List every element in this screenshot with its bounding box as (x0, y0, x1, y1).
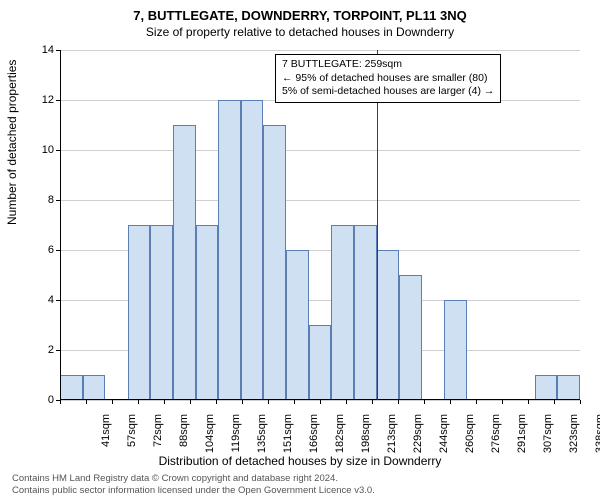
histogram-bar (196, 225, 219, 400)
y-axis-line (60, 50, 61, 400)
x-tick-mark (86, 400, 87, 404)
y-tick-mark (56, 350, 60, 351)
y-tick-mark (56, 150, 60, 151)
histogram-bar (557, 375, 580, 400)
y-tick-mark (56, 200, 60, 201)
x-tick-mark (164, 400, 165, 404)
x-tick-mark (554, 400, 555, 404)
x-tick-mark (268, 400, 269, 404)
y-tick-label: 14 (24, 44, 54, 56)
y-tick-mark (56, 300, 60, 301)
x-tick-mark (476, 400, 477, 404)
x-tick-mark (294, 400, 295, 404)
histogram-bar (263, 125, 286, 400)
x-tick-mark (138, 400, 139, 404)
histogram-bar (377, 250, 400, 400)
x-tick-mark (242, 400, 243, 404)
footer-attribution: Contains HM Land Registry data © Crown c… (12, 473, 588, 496)
x-tick-mark (424, 400, 425, 404)
histogram-bar (399, 275, 422, 400)
grid-line (60, 150, 580, 151)
chart-subtitle: Size of property relative to detached ho… (0, 25, 600, 39)
y-tick-label: 2 (24, 344, 54, 356)
x-tick-mark (320, 400, 321, 404)
histogram-bar (150, 225, 173, 400)
plot-area: 02468101214 41sqm57sqm72sqm88sqm104sqm11… (60, 50, 580, 400)
info-line-3: 5% of semi-detached houses are larger (4… (282, 85, 494, 99)
x-tick-mark (190, 400, 191, 404)
x-tick-mark (60, 400, 61, 404)
y-tick-label: 10 (24, 144, 54, 156)
info-line-1: 7 BUTTLEGATE: 259sqm (282, 58, 494, 72)
x-tick-mark (450, 400, 451, 404)
histogram-bar (286, 250, 309, 400)
y-tick-label: 12 (24, 94, 54, 106)
histogram-bar (354, 225, 377, 400)
y-tick-label: 4 (24, 294, 54, 306)
histogram-bar (218, 100, 241, 400)
histogram-bar (309, 325, 332, 400)
histogram-bar (173, 125, 196, 400)
y-tick-label: 0 (24, 394, 54, 406)
grid-line (60, 50, 580, 51)
x-tick-mark (580, 400, 581, 404)
x-tick-mark (346, 400, 347, 404)
footer-line-2: Contains public sector information licen… (12, 485, 588, 496)
footer-line-1: Contains HM Land Registry data © Crown c… (12, 473, 588, 484)
x-tick-mark (502, 400, 503, 404)
histogram-bar (83, 375, 106, 400)
histogram-bar (331, 225, 354, 400)
x-tick-mark (372, 400, 373, 404)
histogram-bar (444, 300, 467, 400)
histogram-bar (241, 100, 264, 400)
y-tick-label: 6 (24, 244, 54, 256)
grid-line (60, 200, 580, 201)
x-tick-mark (112, 400, 113, 404)
info-box: 7 BUTTLEGATE: 259sqm ← 95% of detached h… (275, 54, 501, 103)
x-axis-label: Distribution of detached houses by size … (0, 454, 600, 468)
y-tick-mark (56, 100, 60, 101)
chart-title: 7, BUTTLEGATE, DOWNDERRY, TORPOINT, PL11… (0, 8, 600, 23)
y-tick-mark (56, 50, 60, 51)
histogram-bar (60, 375, 83, 400)
y-tick-mark (56, 250, 60, 251)
y-axis-label: Number of detached properties (5, 60, 19, 225)
histogram-bar (535, 375, 558, 400)
x-tick-mark (398, 400, 399, 404)
y-tick-label: 8 (24, 194, 54, 206)
x-tick-mark (528, 400, 529, 404)
histogram-bar (128, 225, 151, 400)
property-size-histogram: 7, BUTTLEGATE, DOWNDERRY, TORPOINT, PL11… (0, 0, 600, 500)
x-tick-mark (216, 400, 217, 404)
info-line-2: ← 95% of detached houses are smaller (80… (282, 72, 494, 86)
